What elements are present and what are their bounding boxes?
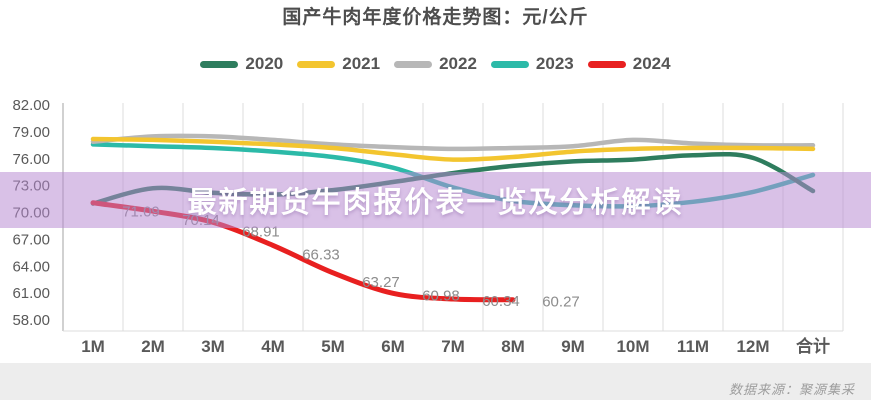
- legend-label: 2024: [632, 54, 671, 73]
- x-axis-tick-label: 6M: [381, 337, 405, 356]
- data-label-2024: 60.27: [542, 294, 580, 311]
- y-axis-tick-label: 64.00: [12, 258, 50, 275]
- x-axis-tick-label: 9M: [561, 337, 585, 356]
- legend-swatch-icon: [490, 60, 529, 68]
- x-axis-tick-label: 3M: [201, 337, 225, 356]
- x-axis-tick-label: 11M: [677, 337, 709, 356]
- chart-title: 国产牛肉年度价格走势图：元/公斤: [282, 7, 589, 28]
- legend-label: 2021: [342, 54, 381, 73]
- headline-banner: 最新期货牛肉报价表一览及分析解读: [0, 172, 871, 228]
- x-axis-tick-label: 合计: [796, 336, 830, 356]
- legend-label: 2023: [535, 54, 574, 73]
- x-axis-tick-label: 10M: [616, 337, 649, 356]
- legend-item-2020: 2020: [200, 54, 283, 74]
- legend-swatch-icon: [394, 60, 433, 68]
- legend-item-2022: 2022: [394, 54, 477, 74]
- data-label-2024: 63.27: [362, 274, 400, 291]
- legend-swatch-icon: [297, 60, 336, 68]
- y-axis-tick-label: 58.00: [12, 312, 50, 329]
- x-axis-tick-label: 1M: [81, 337, 105, 356]
- y-axis-tick-label: 82.00: [12, 97, 50, 114]
- legend-item-2021: 2021: [297, 54, 380, 74]
- footer-bar: 数据来源：聚源集采: [0, 363, 871, 400]
- series-line-2021: [90, 136, 816, 162]
- data-label-2024: 60.98: [422, 287, 460, 304]
- x-axis-tick-label: 5M: [321, 337, 345, 356]
- x-axis-tick-label: 7M: [441, 337, 465, 356]
- y-axis-tick-label: 67.00: [12, 231, 50, 248]
- legend-item-2024: 2024: [587, 54, 671, 74]
- legend-label: 2022: [439, 54, 477, 73]
- data-label-2024: 60.34: [482, 293, 520, 310]
- legend-swatch-icon: [200, 60, 239, 68]
- legend-item-2023: 2023: [490, 54, 574, 74]
- x-axis-tick-label: 12M: [736, 337, 769, 356]
- x-axis-tick-label: 2M: [141, 337, 165, 356]
- chart-legend: 2020 2021 2022 2023 2024: [0, 54, 871, 74]
- data-source-label: 数据来源：聚源集采: [728, 382, 855, 397]
- x-axis-tick-label: 4M: [261, 337, 285, 356]
- legend-label: 2020: [245, 54, 284, 73]
- y-axis-tick-label: 79.00: [12, 124, 50, 141]
- headline-text: 最新期货牛肉报价表一览及分析解读: [187, 187, 684, 219]
- x-axis-tick-label: 8M: [501, 337, 525, 356]
- y-axis-tick-label: 61.00: [12, 285, 50, 302]
- series-line-2022: [90, 133, 816, 152]
- y-axis-tick-label: 76.00: [12, 151, 50, 168]
- legend-swatch-icon: [587, 60, 626, 68]
- data-label-2024: 66.33: [302, 246, 340, 263]
